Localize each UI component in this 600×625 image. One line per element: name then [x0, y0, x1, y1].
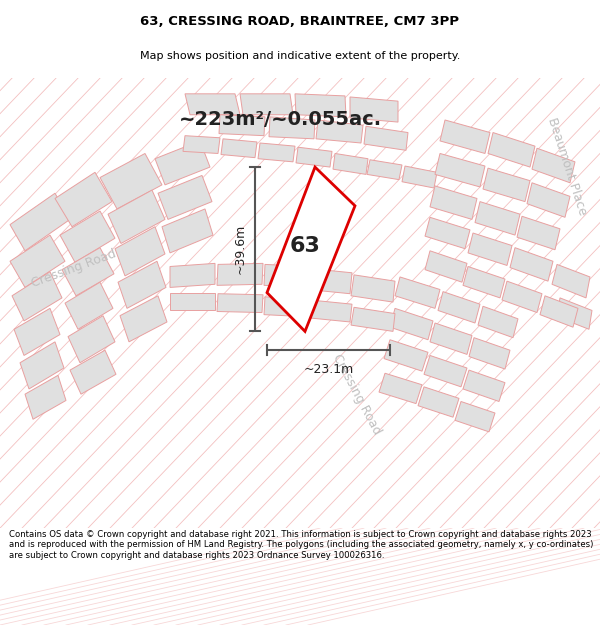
Polygon shape: [478, 306, 518, 338]
Polygon shape: [264, 264, 307, 288]
Polygon shape: [100, 154, 162, 209]
Polygon shape: [367, 160, 402, 179]
Polygon shape: [390, 308, 433, 340]
Polygon shape: [120, 296, 167, 342]
Polygon shape: [438, 292, 480, 323]
Polygon shape: [430, 323, 472, 354]
Polygon shape: [217, 263, 263, 286]
Polygon shape: [10, 235, 65, 288]
Polygon shape: [118, 261, 166, 308]
Text: Cressing Road: Cressing Road: [30, 248, 118, 291]
Text: ~39.6m: ~39.6m: [234, 224, 247, 274]
Polygon shape: [219, 115, 265, 136]
Text: ~23.1m: ~23.1m: [304, 362, 353, 376]
Polygon shape: [351, 275, 395, 302]
Polygon shape: [55, 173, 112, 227]
Polygon shape: [308, 300, 352, 322]
Polygon shape: [351, 308, 395, 331]
Text: 63: 63: [290, 236, 320, 256]
Text: Cressing Road: Cressing Road: [330, 352, 383, 437]
Polygon shape: [502, 281, 542, 312]
Polygon shape: [532, 148, 575, 182]
Polygon shape: [552, 264, 590, 298]
Polygon shape: [308, 269, 352, 294]
Polygon shape: [469, 338, 510, 369]
Polygon shape: [527, 182, 570, 218]
Polygon shape: [20, 342, 64, 389]
Polygon shape: [483, 168, 530, 202]
Polygon shape: [425, 251, 467, 282]
Polygon shape: [463, 370, 505, 401]
Polygon shape: [430, 186, 477, 219]
Polygon shape: [475, 202, 520, 235]
Polygon shape: [68, 316, 115, 362]
Polygon shape: [468, 233, 512, 266]
Polygon shape: [183, 136, 220, 154]
Polygon shape: [65, 282, 113, 329]
Polygon shape: [267, 167, 355, 331]
Polygon shape: [316, 120, 363, 143]
Text: ~223m²/~0.055ac.: ~223m²/~0.055ac.: [178, 111, 382, 129]
Polygon shape: [425, 217, 470, 249]
Polygon shape: [418, 387, 459, 418]
Polygon shape: [395, 277, 440, 308]
Polygon shape: [158, 176, 212, 219]
Polygon shape: [517, 216, 560, 250]
Polygon shape: [296, 148, 332, 167]
Polygon shape: [258, 143, 295, 162]
Polygon shape: [295, 94, 346, 117]
Polygon shape: [379, 373, 422, 404]
Polygon shape: [440, 120, 490, 154]
Text: Contains OS data © Crown copyright and database right 2021. This information is : Contains OS data © Crown copyright and d…: [9, 530, 593, 560]
Polygon shape: [12, 272, 62, 321]
Polygon shape: [384, 340, 428, 371]
Polygon shape: [221, 139, 257, 158]
Polygon shape: [540, 296, 578, 328]
Polygon shape: [488, 132, 535, 167]
Polygon shape: [240, 94, 293, 115]
Polygon shape: [185, 94, 240, 115]
Text: 63, CRESSING ROAD, BRAINTREE, CM7 3PP: 63, CRESSING ROAD, BRAINTREE, CM7 3PP: [140, 16, 460, 28]
Polygon shape: [350, 97, 398, 122]
Polygon shape: [62, 248, 114, 296]
Polygon shape: [10, 193, 70, 251]
Polygon shape: [463, 266, 505, 298]
Polygon shape: [60, 211, 115, 262]
Polygon shape: [170, 263, 215, 288]
Polygon shape: [424, 356, 467, 387]
Polygon shape: [402, 166, 437, 188]
Polygon shape: [162, 209, 213, 253]
Polygon shape: [70, 350, 116, 394]
Polygon shape: [108, 190, 165, 244]
Polygon shape: [435, 154, 485, 187]
Polygon shape: [25, 376, 66, 419]
Polygon shape: [115, 227, 165, 276]
Polygon shape: [510, 248, 553, 281]
Text: Map shows position and indicative extent of the property.: Map shows position and indicative extent…: [140, 51, 460, 61]
Polygon shape: [217, 294, 263, 312]
Polygon shape: [170, 292, 215, 311]
Polygon shape: [557, 298, 592, 329]
Polygon shape: [264, 297, 307, 317]
Polygon shape: [333, 154, 368, 174]
Polygon shape: [269, 117, 315, 139]
Polygon shape: [155, 141, 210, 185]
Text: Beaumont Place: Beaumont Place: [545, 116, 589, 217]
Polygon shape: [455, 401, 495, 432]
Polygon shape: [364, 126, 408, 151]
Polygon shape: [14, 308, 60, 356]
